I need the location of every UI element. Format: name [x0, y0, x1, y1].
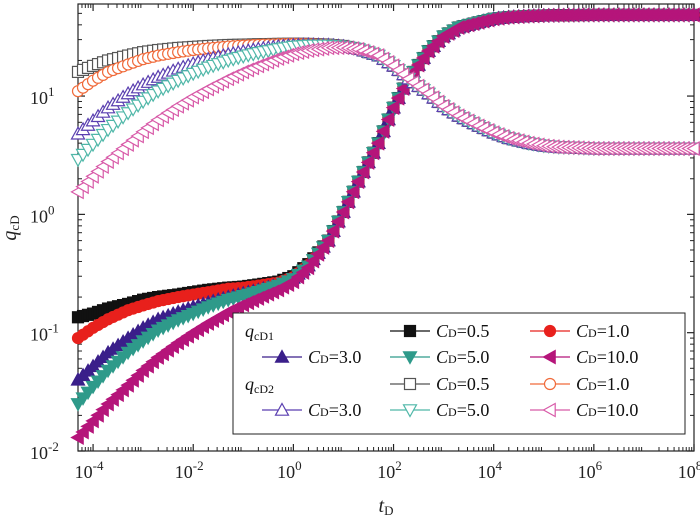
data-markers [70, 7, 700, 446]
data-point [365, 145, 380, 161]
y-axis-label: qcD [0, 215, 22, 240]
data-point [310, 246, 325, 262]
x-tick-label: 10-2 [175, 458, 204, 482]
legend-label: CD=5.0 [436, 400, 489, 420]
data-point [330, 214, 345, 230]
legend-entry: CD=3.0 [262, 347, 361, 367]
legend-marker [543, 377, 557, 391]
legend-entry: CD=10.0 [530, 400, 638, 420]
x-tick-label: 100 [277, 458, 302, 482]
y-tick-label: 10-2 [30, 439, 59, 463]
legend-marker [403, 324, 417, 338]
x-tick-label: 106 [578, 458, 603, 482]
legend-marker [402, 351, 418, 365]
legend-entry: CD=5.0 [390, 400, 489, 420]
data-point [686, 7, 700, 23]
legend-marker [403, 377, 417, 391]
x-tick-label: 10-4 [75, 458, 104, 482]
legend-entries: CD=0.5 CD=1.0 CD=3.0 CD=5.0 CD=10.0 CD=0.5 CD=… [262, 321, 638, 420]
x-tick-label: 104 [477, 458, 502, 482]
legend-entry: CD=0.5 [390, 321, 489, 341]
legend-marker [274, 349, 290, 363]
x-tick-label: 102 [377, 458, 402, 482]
data-point [300, 260, 315, 276]
legend: qcD1 qcD2 CD=0.5 CD=1.0 CD=3.0 CD=5.0 CD=10.… [232, 312, 686, 435]
data-point [340, 194, 355, 210]
data-point [315, 239, 330, 255]
data-point [350, 174, 365, 190]
legend-marker [542, 349, 556, 365]
data-point [355, 164, 370, 180]
legend-label: CD=5.0 [436, 347, 489, 367]
legend-entry: CD=0.5 [390, 374, 489, 394]
legend-label: CD=10.0 [576, 347, 638, 367]
legend-box [232, 312, 686, 435]
data-point [335, 204, 350, 220]
data-point [415, 50, 430, 66]
x-tick-label: 108 [678, 458, 700, 482]
legend-marker [274, 402, 290, 416]
data-point [380, 111, 395, 128]
data-point [305, 253, 320, 269]
legend-marker [542, 402, 556, 418]
data-point [375, 123, 390, 139]
y-tick-label: 100 [30, 202, 55, 226]
legend-label: CD=1.0 [576, 374, 629, 394]
data-point [410, 57, 425, 73]
series-qcD2-cd10.0 [70, 40, 700, 200]
data-point [320, 233, 335, 249]
legend-group-qcd1: qcD1 [245, 321, 274, 343]
legend-marker [543, 324, 557, 338]
data-point [395, 81, 410, 97]
legend-label: CD=3.0 [308, 400, 361, 420]
legend-entry: CD=5.0 [390, 347, 489, 367]
data-point [370, 135, 385, 151]
legend-label: CD=10.0 [576, 400, 638, 420]
x-axis-label: tD [379, 495, 394, 518]
series-qcD1-cd10.0 [70, 7, 700, 446]
data-point [390, 90, 405, 106]
legend-entry: CD=10.0 [530, 347, 638, 367]
legend-label: CD=0.5 [436, 374, 489, 394]
data-point [686, 141, 700, 157]
legend-marker [402, 404, 418, 418]
legend-label: CD=3.0 [308, 347, 361, 367]
data-point [360, 154, 375, 170]
y-tick-label: 10-1 [30, 321, 59, 345]
legend-group-qcd2: qcD2 [245, 374, 274, 396]
legend-entry: CD=1.0 [530, 321, 629, 341]
y-tick-label: 101 [30, 84, 55, 108]
data-point [325, 223, 340, 239]
data-point [345, 184, 360, 200]
legend-label: CD=1.0 [576, 321, 629, 341]
legend-label: CD=0.5 [436, 321, 489, 341]
legend-entry: CD=3.0 [262, 400, 361, 420]
legend-entry: CD=1.0 [530, 374, 629, 394]
data-point [385, 100, 400, 116]
